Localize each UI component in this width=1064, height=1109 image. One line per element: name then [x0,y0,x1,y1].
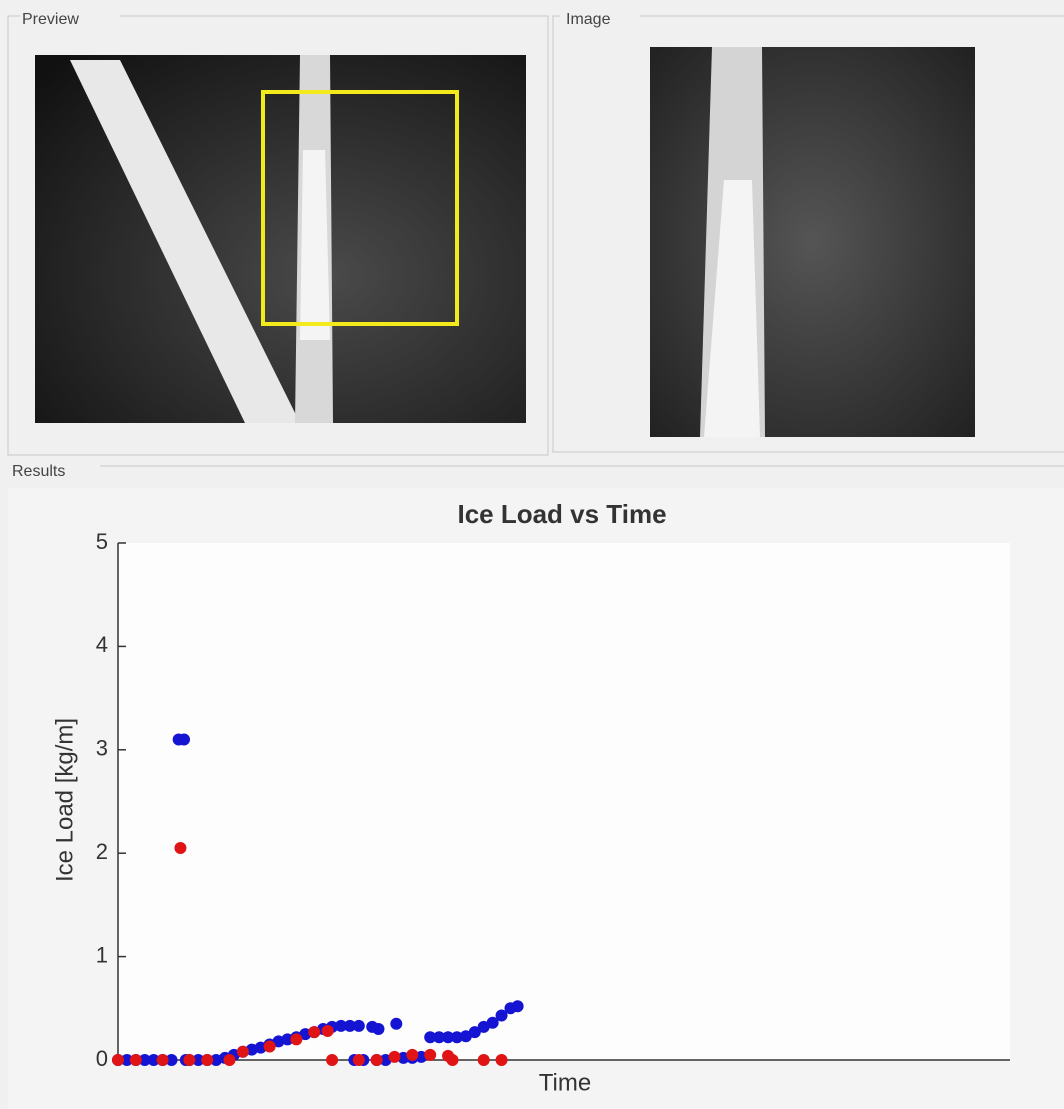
data-point [236,1045,249,1058]
panel-title: Results [12,463,65,480]
y-tick-label: 4 [96,632,108,657]
data-point [147,1054,160,1066]
plot-area [118,543,1010,1060]
data-point [352,1054,365,1066]
data-point [433,1031,446,1044]
y-tick-label: 3 [96,736,108,761]
data-point [156,1054,169,1066]
data-point [495,1009,508,1022]
data-point [263,1040,276,1053]
y-tick-label: 0 [96,1046,108,1071]
data-point [424,1048,437,1061]
data-point [178,733,191,746]
data-point [183,1054,196,1066]
chart: Ice Load vs Time Time Ice Load [kg/m] 0 1… [51,499,1010,1096]
data-point [308,1026,321,1039]
data-point [201,1054,214,1066]
data-point [129,1054,142,1066]
data-point [406,1048,419,1061]
data-point [321,1025,334,1038]
data-point [165,1054,178,1066]
data-point [442,1031,455,1044]
y-tick-label: 2 [96,839,108,864]
data-point [372,1022,385,1035]
data-point [352,1019,365,1032]
data-point [174,842,187,855]
data-point [326,1054,339,1066]
data-point [390,1017,403,1030]
data-point [192,1054,205,1066]
preview-image [35,55,526,423]
data-point [459,1030,472,1043]
data-point [468,1026,481,1039]
data-point [120,1054,133,1066]
data-point [343,1019,356,1032]
y-axis-label: Ice Load [kg/m] [51,718,78,882]
data-point [388,1050,401,1063]
y-tick-label: 5 [96,529,108,554]
data-point [370,1054,383,1066]
data-point [112,1054,124,1066]
data-point [223,1054,236,1066]
data-point [486,1016,499,1029]
data-point [495,1054,508,1066]
x-axis-label: Time [539,1069,591,1096]
data-point [335,1019,347,1032]
panel-title: Image [566,11,611,28]
data-point [446,1054,459,1066]
data-point [477,1054,490,1066]
y-tick-label: 1 [96,942,108,967]
data-point [138,1054,151,1066]
panel-title: Preview [22,11,79,28]
data-point [424,1031,437,1044]
cropped-image [650,47,975,437]
data-point [511,1000,524,1013]
data-point [477,1020,490,1033]
data-point [450,1031,463,1044]
panel-borders [7,15,1064,467]
chart-title: Ice Load vs Time [457,499,666,529]
data-point [290,1033,303,1046]
